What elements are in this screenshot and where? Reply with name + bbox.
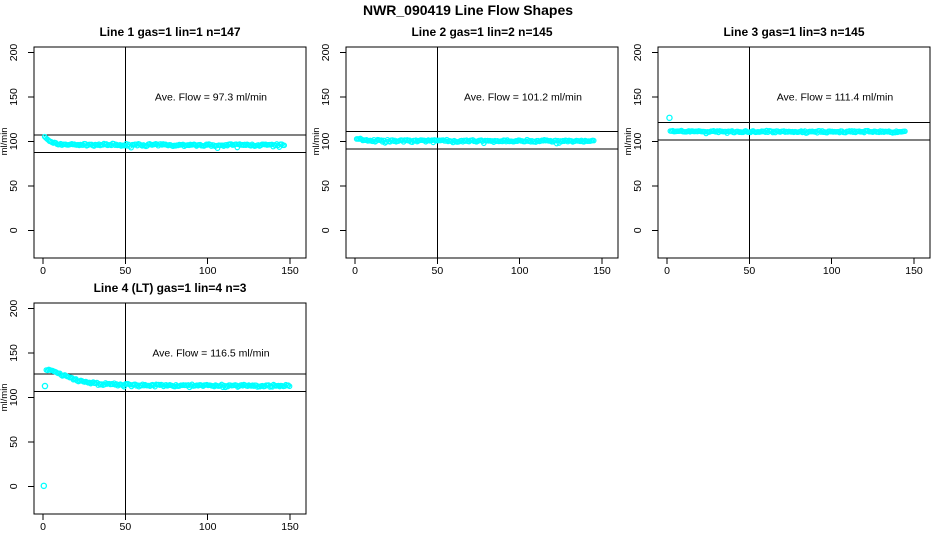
panel-line-4: Line 4 (LT) gas=1 lin=4 n=3 0 50 100 150 0 50… <box>0 274 312 536</box>
y-tick-label: 200 <box>320 44 332 62</box>
ave-flow-annotation: Ave. Flow = 101.2 ml/min <box>464 91 582 103</box>
x-tick-label: 0 <box>40 521 46 533</box>
x-tick-label: 50 <box>743 265 755 277</box>
panel-title-line-3: Line 3 gas=1 lin=3 n=145 <box>723 25 865 39</box>
x-tick-label: 50 <box>119 521 131 533</box>
plot-box <box>657 46 931 259</box>
y-tick-label: 150 <box>632 88 644 106</box>
y-tick-label: 150 <box>8 88 20 106</box>
outlier-point <box>41 382 49 390</box>
y-tick-label: 100 <box>8 388 20 406</box>
y-axis-label: ml/min <box>624 127 634 155</box>
plot-box <box>345 46 619 259</box>
axes-and-reflines <box>28 302 307 520</box>
y-tick-label: 200 <box>632 44 644 62</box>
axes-and-reflines <box>652 46 931 264</box>
x-tick-label: 150 <box>281 521 299 533</box>
y-tick-label: 150 <box>320 88 332 106</box>
plot-line-2: 0 50 100 150 0 50 100 150 200 ml/min Ave. Flow = 1… <box>312 44 619 277</box>
panel-title-line-1: Line 1 gas=1 lin=1 n=147 <box>99 25 241 39</box>
y-tick-label: 100 <box>8 132 20 150</box>
y-tick-label: 200 <box>8 44 20 62</box>
panel-line-3: Line 3 gas=1 lin=3 n=145 0 50 100 150 0 50 100… <box>624 18 936 280</box>
y-axis-label: ml/min <box>312 127 322 155</box>
plot-line-4: 0 50 100 150 0 50 100 150 200 ml/min Ave. Flow = 1… <box>0 300 307 533</box>
y-tick-label: 50 <box>320 180 332 192</box>
y-tick-label: 0 <box>8 227 20 233</box>
plot-box <box>33 302 307 515</box>
x-tick-label: 50 <box>431 265 443 277</box>
outlier-point <box>666 114 673 122</box>
outlier-point <box>40 482 48 490</box>
data-points <box>41 133 288 152</box>
x-tick-label: 0 <box>352 265 358 277</box>
panel-title-line-4: Line 4 (LT) gas=1 lin=4 n=3 <box>93 281 247 295</box>
axes-and-reflines <box>340 46 619 264</box>
panel-line-2: Line 2 gas=1 lin=2 n=145 0 50 100 150 0 50 100… <box>312 18 624 280</box>
figure-title: NWR_090419 Line Flow Shapes <box>362 2 574 18</box>
ave-flow-annotation: Ave. Flow = 111.4 ml/min <box>777 91 894 103</box>
panel-line-1: Line 1 gas=1 lin=1 n=147 0 50 100 150 0 50 100… <box>0 18 312 280</box>
y-tick-label: 50 <box>632 180 644 192</box>
y-tick-label: 0 <box>8 483 20 489</box>
y-tick-label: 100 <box>320 132 332 150</box>
x-tick-label: 0 <box>664 265 670 277</box>
x-tick-label: 150 <box>593 265 611 277</box>
y-axis-label: ml/min <box>0 127 10 155</box>
y-tick-label: 50 <box>8 180 20 192</box>
axes-and-reflines <box>28 46 307 264</box>
plot-line-3: 0 50 100 150 0 50 100 150 200 ml/min Ave. Flow = 1… <box>624 44 931 277</box>
x-tick-label: 150 <box>905 265 923 277</box>
data-points <box>353 135 597 147</box>
ave-flow-annotation: Ave. Flow = 116.5 ml/min <box>152 347 269 359</box>
y-tick-label: 200 <box>8 300 20 318</box>
y-tick-label: 0 <box>320 227 332 233</box>
data-points <box>40 366 293 490</box>
y-tick-label: 0 <box>632 227 644 233</box>
y-tick-label: 150 <box>8 344 20 362</box>
y-axis-label: ml/min <box>0 383 10 411</box>
panel-title-line-2: Line 2 gas=1 lin=2 n=145 <box>411 25 553 39</box>
x-tick-label: 100 <box>823 265 841 277</box>
ave-flow-annotation: Ave. Flow = 97.3 ml/min <box>155 91 267 103</box>
y-tick-label: 100 <box>632 132 644 150</box>
plot-box <box>33 46 307 259</box>
y-tick-label: 50 <box>8 436 20 448</box>
x-tick-label: 100 <box>199 521 217 533</box>
data-points <box>666 114 908 137</box>
x-tick-label: 100 <box>511 265 529 277</box>
